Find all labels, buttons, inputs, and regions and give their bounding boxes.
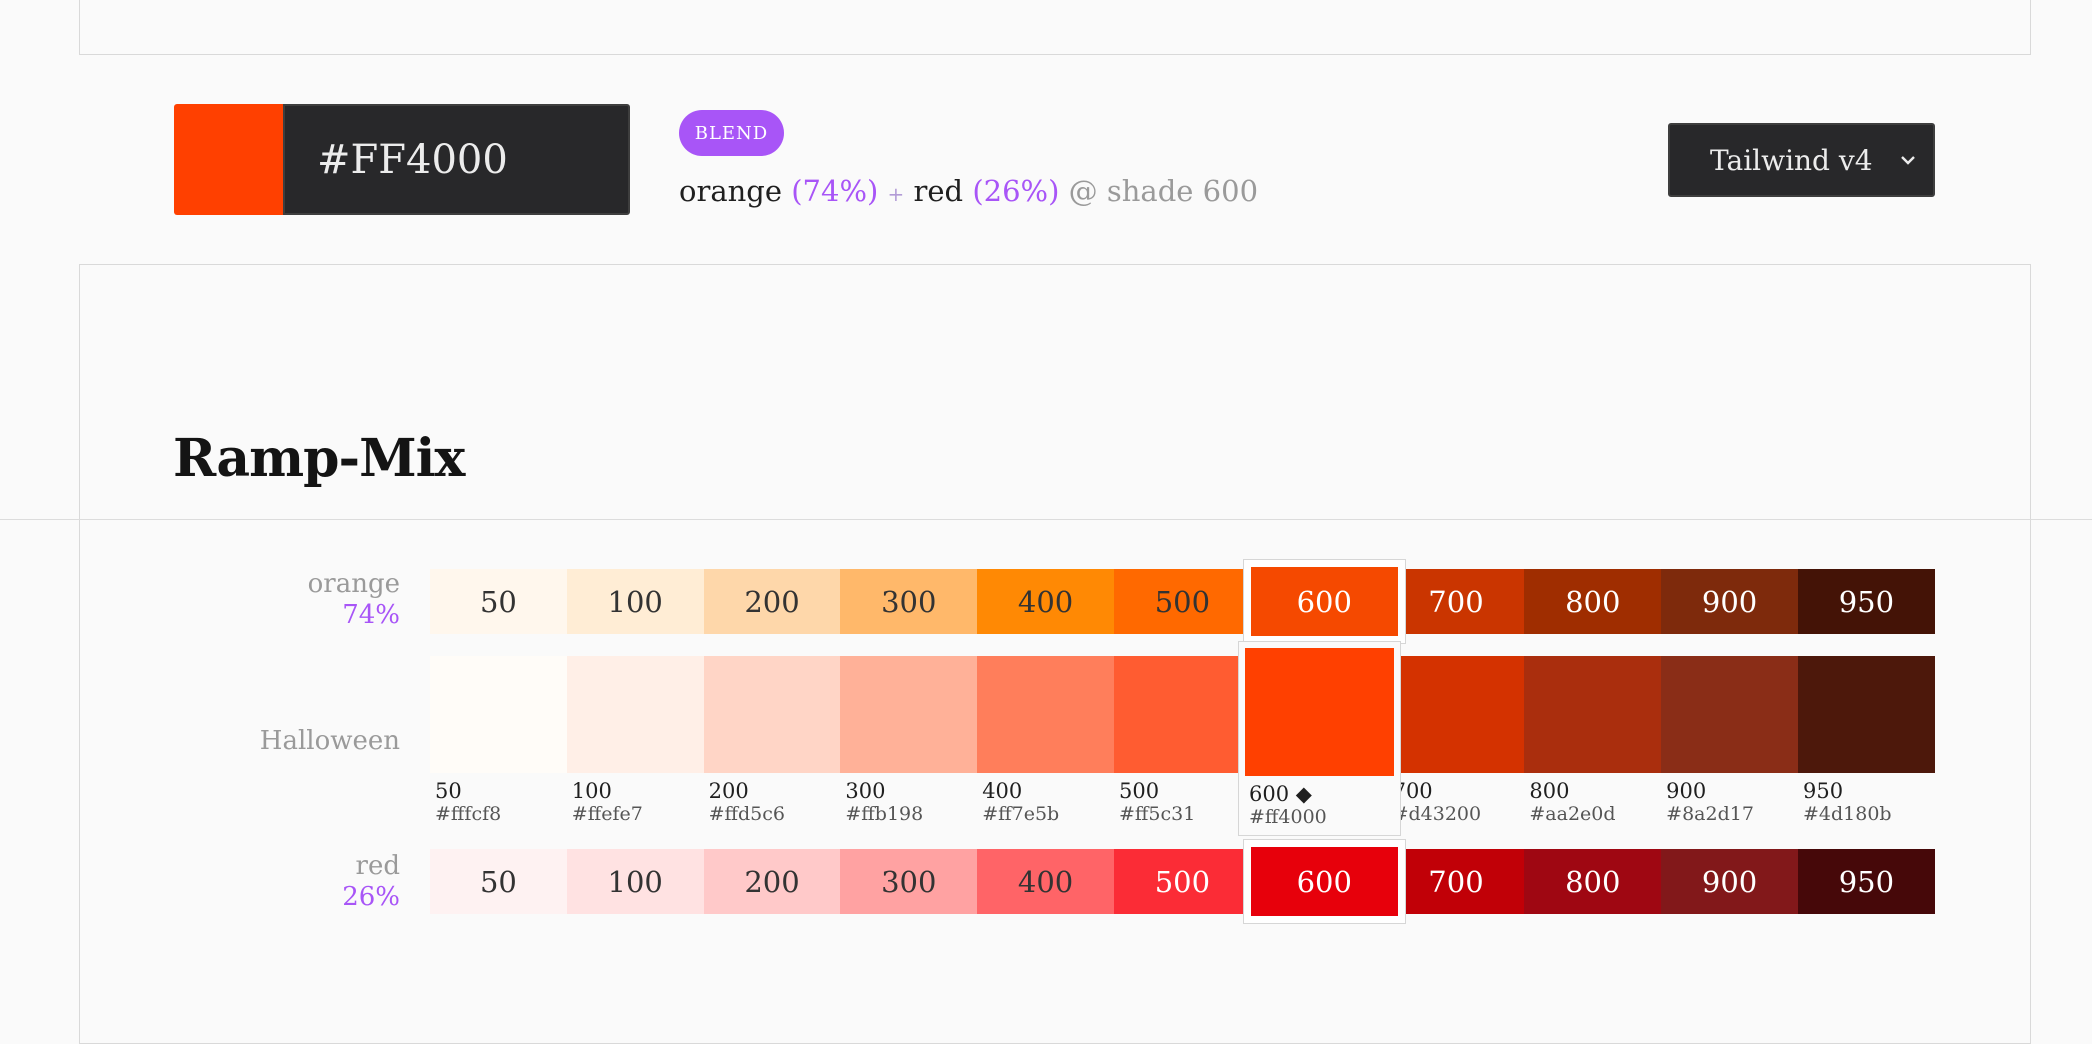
halloween-shade-400[interactable]: 400 #ff7e5b xyxy=(977,656,1114,825)
halloween-shade-number: 200 xyxy=(708,779,749,803)
orange-shade-400[interactable]: 400 xyxy=(977,569,1114,634)
orange-shade-200[interactable]: 200 xyxy=(703,569,841,634)
halloween-shade-hex: #ffb198 xyxy=(845,803,924,825)
orange-shade-50[interactable]: 50 xyxy=(430,569,567,634)
blend-badge: BLEND xyxy=(679,110,784,156)
halloween-shade-hex: #aa2e0d xyxy=(1529,803,1616,825)
halloween-row-name: Halloween xyxy=(259,726,400,756)
halloween-swatch xyxy=(1797,656,1935,773)
halloween-selected-hex: #ff4000 xyxy=(1249,806,1327,828)
formula-percent-a: (74%) xyxy=(791,174,879,208)
red-shade-500[interactable]: 500 xyxy=(1113,849,1251,914)
red-row-name: red xyxy=(355,851,400,881)
halloween-shade-number: 700 xyxy=(1392,779,1433,803)
halloween-shade-hex: #8a2d17 xyxy=(1666,803,1754,825)
red-shade-400[interactable]: 400 xyxy=(977,849,1114,914)
halloween-swatch xyxy=(430,656,567,773)
previous-panel-frame xyxy=(79,0,2031,55)
halloween-shade-hex: #ffd5c6 xyxy=(708,803,785,825)
red-row-label: red 26% xyxy=(342,851,400,913)
halloween-swatch xyxy=(1113,656,1251,773)
orange-shade-300[interactable]: 300 xyxy=(840,569,978,634)
orange-row-percent: 74% xyxy=(342,600,400,630)
red-row-percent: 26% xyxy=(342,882,400,912)
halloween-shade-number: 400 xyxy=(982,779,1023,803)
red-ramp: 50100200300400500600700800900950 xyxy=(430,849,1935,914)
halloween-shade-hex: #ffefe7 xyxy=(571,803,643,825)
halloween-ramp: 50 #fffcf8 100 #ffefe7 200 #ffd5c6 300 #ffb198 4… xyxy=(430,656,1935,825)
orange-shade-100[interactable]: 100 xyxy=(566,569,704,634)
halloween-shade-800[interactable]: 800 #aa2e0d xyxy=(1524,656,1662,825)
halloween-swatch xyxy=(703,656,841,773)
divider xyxy=(0,519,2092,520)
halloween-shade-50[interactable]: 50 #fffcf8 xyxy=(430,656,567,825)
halloween-selected-number: 600 ◆ xyxy=(1249,782,1312,806)
formula-color-a: orange xyxy=(679,174,783,208)
halloween-shade-number: 100 xyxy=(571,779,612,803)
halloween-shade-number: 800 xyxy=(1529,779,1570,803)
halloween-selected-shade[interactable]: 600 ◆ #ff4000 xyxy=(1238,641,1401,836)
formula-plus: + xyxy=(887,182,905,206)
orange-shade-950[interactable]: 950 xyxy=(1797,569,1935,634)
halloween-swatch xyxy=(840,656,978,773)
red-shade-950[interactable]: 950 xyxy=(1797,849,1935,914)
orange-shade-800[interactable]: 800 xyxy=(1524,569,1662,634)
halloween-swatch xyxy=(1524,656,1662,773)
color-preview-swatch[interactable] xyxy=(174,104,284,215)
halloween-shade-700[interactable]: 700 #d43200 xyxy=(1387,656,1525,825)
palette-select-value: Tailwind v4 xyxy=(1710,143,1873,177)
orange-ramp: 50100200300400500600700800900950 xyxy=(430,569,1935,634)
halloween-shade-hex: #ff5c31 xyxy=(1118,803,1196,825)
section-title: Ramp-Mix xyxy=(173,428,465,489)
red-shade-50[interactable]: 50 xyxy=(430,849,567,914)
orange-row-name: orange xyxy=(307,569,400,599)
red-selected-shade-label: 600 xyxy=(1250,847,1398,916)
formula-at-shade: @ shade xyxy=(1068,174,1194,208)
orange-row-label: orange 74% xyxy=(308,569,400,631)
formula-percent-b: (26%) xyxy=(972,174,1060,208)
red-shade-900[interactable]: 900 xyxy=(1661,849,1798,914)
red-shade-700[interactable]: 700 xyxy=(1387,849,1525,914)
ramp-mix-panel xyxy=(79,264,2031,1044)
red-shade-100[interactable]: 100 xyxy=(566,849,704,914)
orange-selected-shade-highlight[interactable]: 600 xyxy=(1242,559,1406,644)
halloween-shade-hex: #4d180b xyxy=(1802,803,1892,825)
halloween-shade-200[interactable]: 200 #ffd5c6 xyxy=(703,656,841,825)
red-shade-800[interactable]: 800 xyxy=(1524,849,1662,914)
halloween-row-label: Halloween xyxy=(260,726,400,757)
halloween-shade-number: 50 xyxy=(435,779,462,803)
halloween-swatch xyxy=(977,656,1114,773)
orange-shade-500[interactable]: 500 xyxy=(1113,569,1251,634)
halloween-shade-900[interactable]: 900 #8a2d17 xyxy=(1661,656,1798,825)
formula-shade-value: 600 xyxy=(1202,174,1259,208)
chevron-down-icon xyxy=(1901,156,1915,165)
halloween-shade-hex: #fffcf8 xyxy=(435,803,502,825)
hex-color-input[interactable] xyxy=(283,104,630,215)
halloween-shade-number: 500 xyxy=(1118,779,1160,803)
halloween-swatch xyxy=(566,656,704,773)
halloween-swatch xyxy=(1387,656,1525,773)
red-selected-shade-highlight[interactable]: 600 xyxy=(1242,839,1406,924)
blend-formula: orange (74%) + red (26%) @ shade 600 xyxy=(679,174,1258,208)
halloween-shade-950[interactable]: 950 #4d180b xyxy=(1797,656,1935,825)
halloween-shade-500[interactable]: 500 #ff5c31 xyxy=(1113,656,1251,825)
orange-shade-700[interactable]: 700 xyxy=(1387,569,1525,634)
halloween-shade-number: 300 xyxy=(845,779,886,803)
halloween-selected-swatch xyxy=(1245,648,1394,776)
halloween-shade-number: 950 xyxy=(1802,779,1844,803)
halloween-shade-number: 900 xyxy=(1666,779,1707,803)
red-shade-300[interactable]: 300 xyxy=(840,849,978,914)
halloween-shade-100[interactable]: 100 #ffefe7 xyxy=(566,656,704,825)
orange-selected-shade-label: 600 xyxy=(1250,567,1398,636)
halloween-shade-300[interactable]: 300 #ffb198 xyxy=(840,656,978,825)
palette-select[interactable]: Tailwind v4 xyxy=(1668,123,1935,197)
halloween-shade-hex: #d43200 xyxy=(1392,803,1482,825)
halloween-swatch xyxy=(1661,656,1798,773)
red-shade-200[interactable]: 200 xyxy=(703,849,841,914)
halloween-shade-hex: #ff7e5b xyxy=(982,803,1060,825)
formula-color-b: red xyxy=(913,174,964,208)
orange-shade-900[interactable]: 900 xyxy=(1661,569,1798,634)
